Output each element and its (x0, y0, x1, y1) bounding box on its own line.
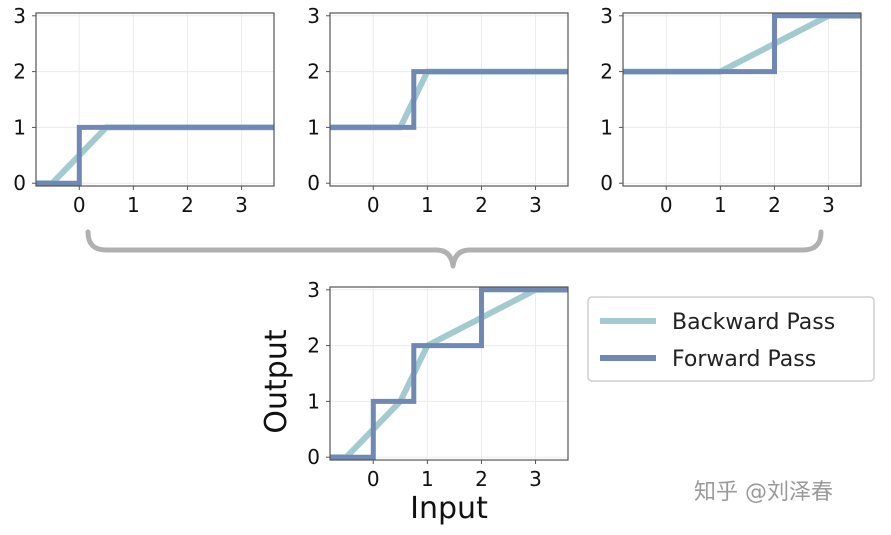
plot-frame (329, 12, 569, 187)
x-tick-label: 0 (660, 193, 673, 217)
chart-3: 0 1 2 3 0 1 2 3 (600, 4, 862, 217)
chart-4: 0 1 2 3 0 1 2 3 Input Output (259, 278, 569, 526)
y-tick-label: 1 (307, 389, 320, 413)
y-tick-label: 1 (13, 115, 26, 139)
plot-frame (329, 286, 569, 461)
y-tick-label: 2 (307, 334, 320, 358)
x-tick-label: 1 (421, 467, 434, 491)
x-tick-label: 1 (714, 193, 727, 217)
x-tick-label: 2 (475, 467, 488, 491)
x-tick-label: 3 (529, 193, 542, 217)
y-tick-label: 2 (307, 60, 320, 84)
series-forward-pass (330, 287, 568, 460)
legend-box (587, 296, 875, 382)
plot-area (330, 13, 568, 186)
x-tick-label: 3 (235, 193, 248, 217)
y-axis-label: Output (259, 329, 294, 433)
legend-label-forward: Forward Pass (672, 347, 816, 372)
y-tick-label: 2 (13, 60, 26, 84)
y-tick-label: 3 (600, 4, 613, 28)
y-tick-label: 3 (307, 4, 320, 28)
y-tick-label: 1 (307, 115, 320, 139)
x-axis-label: Input (410, 491, 488, 526)
series-forward-pass (330, 69, 568, 130)
watermark-text: 知乎 @刘泽春 (694, 480, 833, 505)
y-tick-label: 0 (600, 171, 613, 195)
y-tick-label: 3 (13, 4, 26, 28)
series-forward-pass (623, 13, 861, 75)
series-forward-pass (36, 124, 274, 186)
x-tick-label: 0 (367, 467, 380, 491)
y-tick-label: 0 (13, 171, 26, 195)
x-tick-label: 0 (73, 193, 86, 217)
x-tick-label: 3 (822, 193, 835, 217)
legend-label-backward: Backward Pass (672, 310, 835, 335)
y-tick-label: 0 (307, 445, 320, 469)
chart-2: 0 1 2 3 0 1 2 3 (307, 4, 569, 217)
y-tick-label: 1 (600, 115, 613, 139)
y-tick-label: 0 (307, 171, 320, 195)
plot-frame (35, 12, 275, 187)
x-tick-label: 2 (181, 193, 194, 217)
x-tick-label: 2 (768, 193, 781, 217)
legend: Backward Pass Forward Pass (587, 296, 875, 382)
x-tick-label: 1 (127, 193, 140, 217)
x-tick-label: 2 (475, 193, 488, 217)
plot-frame (622, 12, 862, 187)
charts-layer: 0 1 2 3 0 1 2 3 0 1 2 3 0 1 2 3 0 1 2 3 0 1 2 3 0 1 2 3 0 1 2 3 Input Out… (13, 4, 862, 526)
y-tick-label: 3 (307, 278, 320, 302)
plot-area (623, 13, 861, 186)
x-tick-label: 3 (529, 467, 542, 491)
x-tick-label: 1 (421, 193, 434, 217)
y-tick-label: 2 (600, 60, 613, 84)
x-tick-label: 0 (367, 193, 380, 217)
curly-brace (85, 229, 824, 269)
chart-1: 0 1 2 3 0 1 2 3 (13, 4, 275, 217)
